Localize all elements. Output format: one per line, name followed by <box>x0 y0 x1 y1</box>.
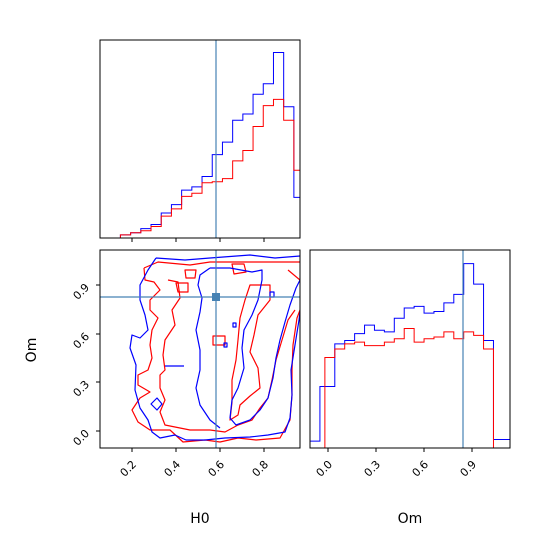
joint-x-tick-label: 0.8 <box>250 458 272 480</box>
joint-y-tick-label: 0.3 <box>71 378 93 400</box>
joint-y-tick-label: 0.0 <box>71 427 93 449</box>
red-contour-spot-2 <box>231 263 247 275</box>
joint-truth-marker <box>212 293 220 301</box>
red-contour-outer <box>131 261 300 443</box>
red-contour-spot-1 <box>184 269 197 279</box>
h0-red-histogram-series <box>100 98 301 239</box>
joint-frame <box>99 249 301 449</box>
red-contour-spot-3 <box>175 282 189 293</box>
joint-x-tick-label: 0.4 <box>162 458 184 480</box>
joint-x-ticks <box>131 448 265 452</box>
om-x-tick-label: 0.3 <box>362 458 384 480</box>
joint-x-tick-label: 0.2 <box>118 458 140 480</box>
blue-contour-spot-1 <box>150 397 163 411</box>
blue-contour-spot-2 <box>232 322 237 328</box>
joint-contour-panel: 0.2 0.4 0.6 0.8 0.0 0.3 0.6 0.9 H0 Om <box>24 249 301 527</box>
joint-y-ticks <box>96 284 100 432</box>
joint-y-tick-label: 0.9 <box>71 281 93 303</box>
blue-contour-spot-4 <box>269 291 275 298</box>
blue-contour-inner <box>195 267 300 429</box>
joint-y-tick-label: 0.6 <box>71 330 93 352</box>
om-marginal-frame <box>309 249 511 449</box>
joint-x-tick-labels: 0.2 0.4 0.6 0.8 <box>118 458 272 480</box>
joint-x-tick-label: 0.6 <box>206 458 228 480</box>
om-x-tick-labels: 0.0 0.3 0.6 0.9 <box>314 458 480 480</box>
h0-marginal-ticks <box>131 238 265 242</box>
h0-marginal-panel <box>99 39 301 242</box>
om-x-ticks <box>327 448 473 452</box>
red-contour-inner <box>159 279 296 433</box>
om-x-tick-label: 0.6 <box>410 458 432 480</box>
om-blue-histogram-series <box>309 263 511 448</box>
blue-contour-outer <box>129 254 300 441</box>
om-y-axis-label: Om <box>24 338 40 363</box>
om-x-axis-label: Om <box>398 511 423 527</box>
blue-contour-spot-3 <box>223 342 228 348</box>
om-red-histogram-series <box>310 328 510 449</box>
h0-axis-label: H0 <box>190 511 209 527</box>
om-x-tick-label: 0.9 <box>458 458 480 480</box>
h0-blue-histogram-series <box>100 52 301 239</box>
om-x-tick-label: 0.0 <box>314 458 336 480</box>
h0-histogram <box>100 52 301 239</box>
om-histogram <box>309 263 511 449</box>
joint-y-tick-labels: 0.0 0.3 0.6 0.9 <box>71 281 93 449</box>
h0-marginal-frame <box>99 39 301 239</box>
om-marginal-panel: 0.0 0.3 0.6 0.9 Om <box>309 249 511 527</box>
red-contour-spot-4 <box>212 335 226 346</box>
